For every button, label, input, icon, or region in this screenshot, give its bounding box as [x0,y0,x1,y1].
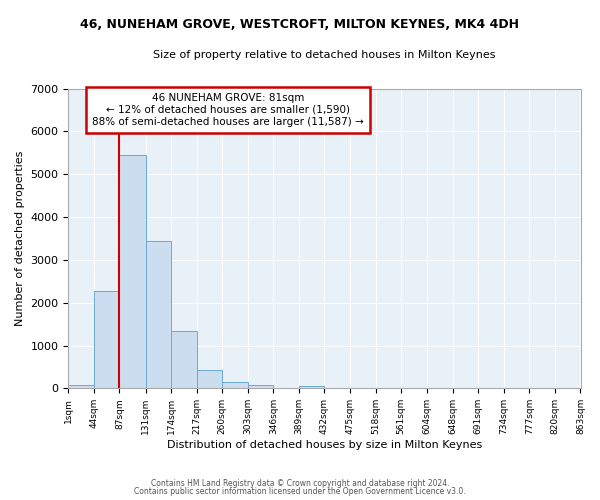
Bar [119,154,146,388]
Bar [299,386,325,388]
Text: Contains public sector information licensed under the Open Government Licence v3: Contains public sector information licen… [134,487,466,496]
Bar [197,370,222,388]
Bar [222,382,248,388]
Text: Contains HM Land Registry data © Crown copyright and database right 2024.: Contains HM Land Registry data © Crown c… [151,478,449,488]
Y-axis label: Number of detached properties: Number of detached properties [15,151,25,326]
Text: 46 NUNEHAM GROVE: 81sqm
← 12% of detached houses are smaller (1,590)
88% of semi: 46 NUNEHAM GROVE: 81sqm ← 12% of detache… [92,94,364,126]
Bar [146,242,171,388]
Bar [68,385,94,388]
Text: 46, NUNEHAM GROVE, WESTCROFT, MILTON KEYNES, MK4 4DH: 46, NUNEHAM GROVE, WESTCROFT, MILTON KEY… [80,18,520,30]
Bar [248,386,274,388]
Title: Size of property relative to detached houses in Milton Keynes: Size of property relative to detached ho… [153,50,496,60]
Bar [171,331,197,388]
X-axis label: Distribution of detached houses by size in Milton Keynes: Distribution of detached houses by size … [167,440,482,450]
Bar [94,291,119,388]
